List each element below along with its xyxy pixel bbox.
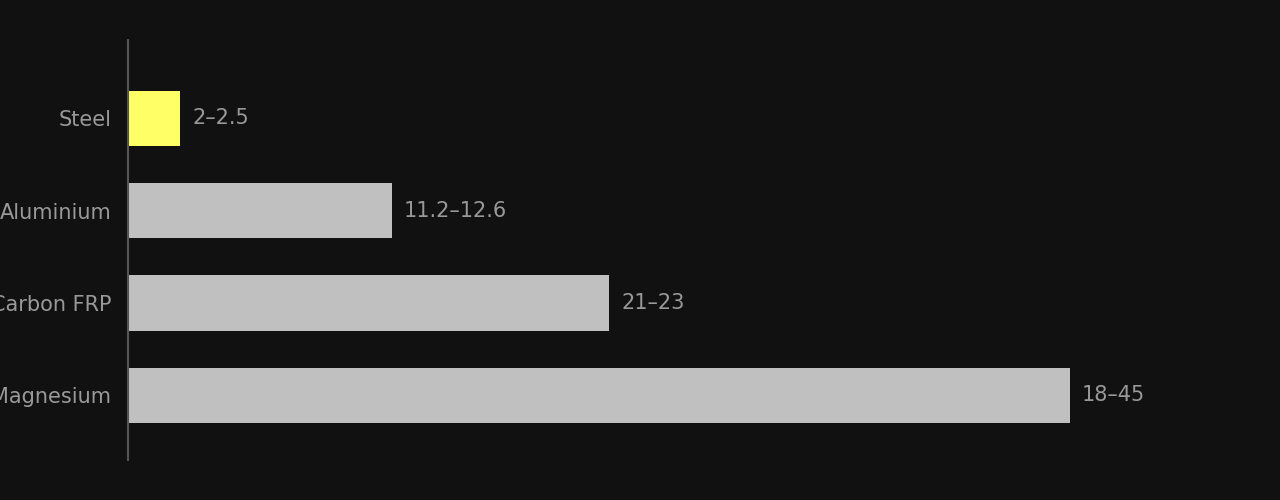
Bar: [128, 368, 1070, 423]
Bar: [128, 91, 180, 146]
Bar: [128, 276, 609, 331]
Text: 18–45: 18–45: [1082, 386, 1146, 406]
Bar: [128, 183, 392, 238]
Text: 11.2–12.6: 11.2–12.6: [404, 201, 507, 221]
Text: 21–23: 21–23: [622, 293, 685, 313]
Text: 2–2.5: 2–2.5: [193, 108, 250, 128]
